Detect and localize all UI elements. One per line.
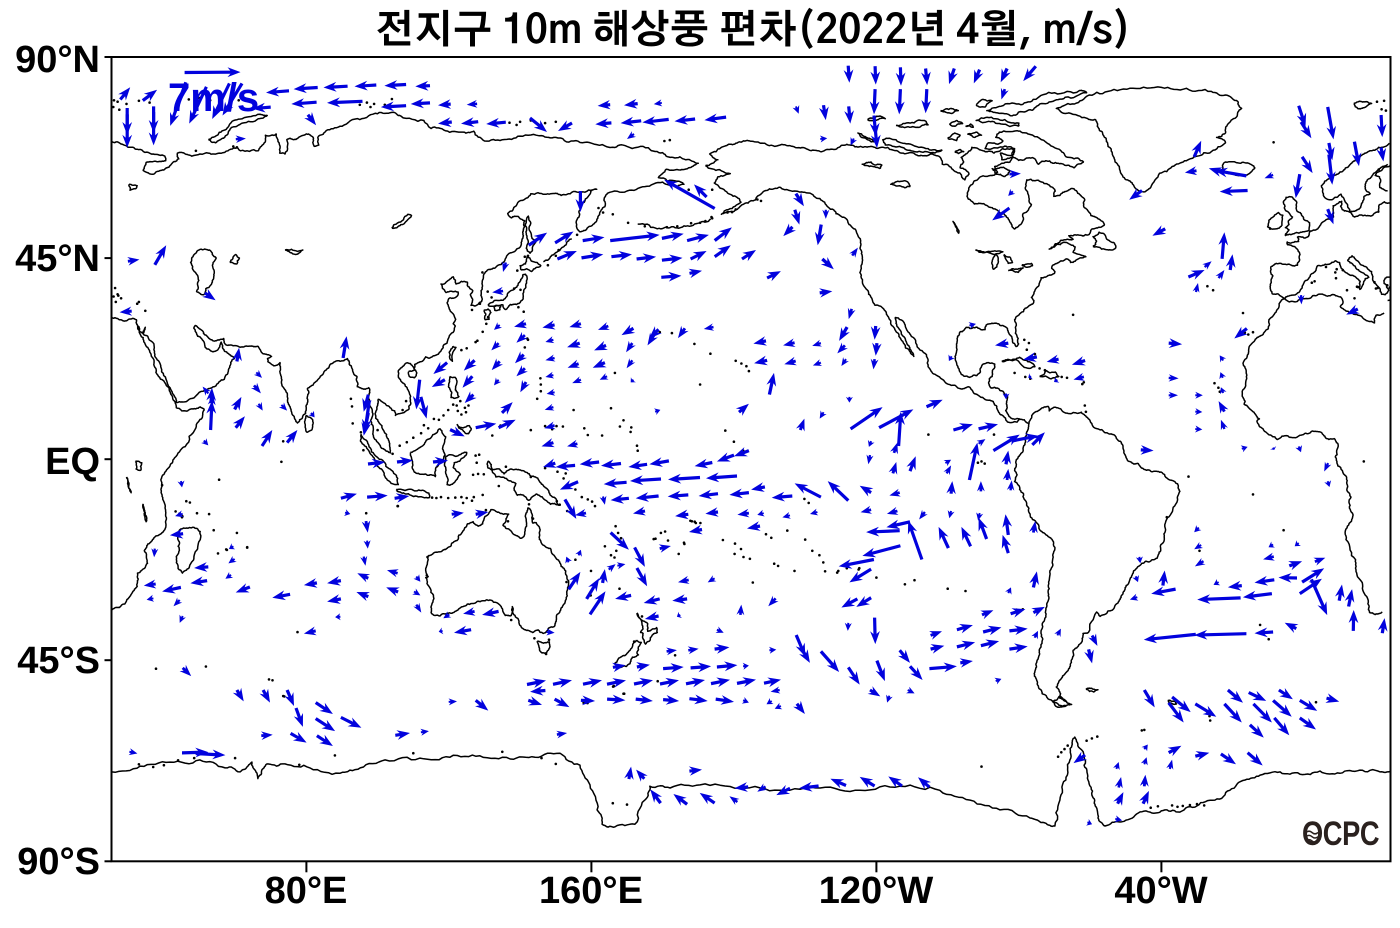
svg-text:7m/s: 7m/s — [168, 76, 259, 120]
